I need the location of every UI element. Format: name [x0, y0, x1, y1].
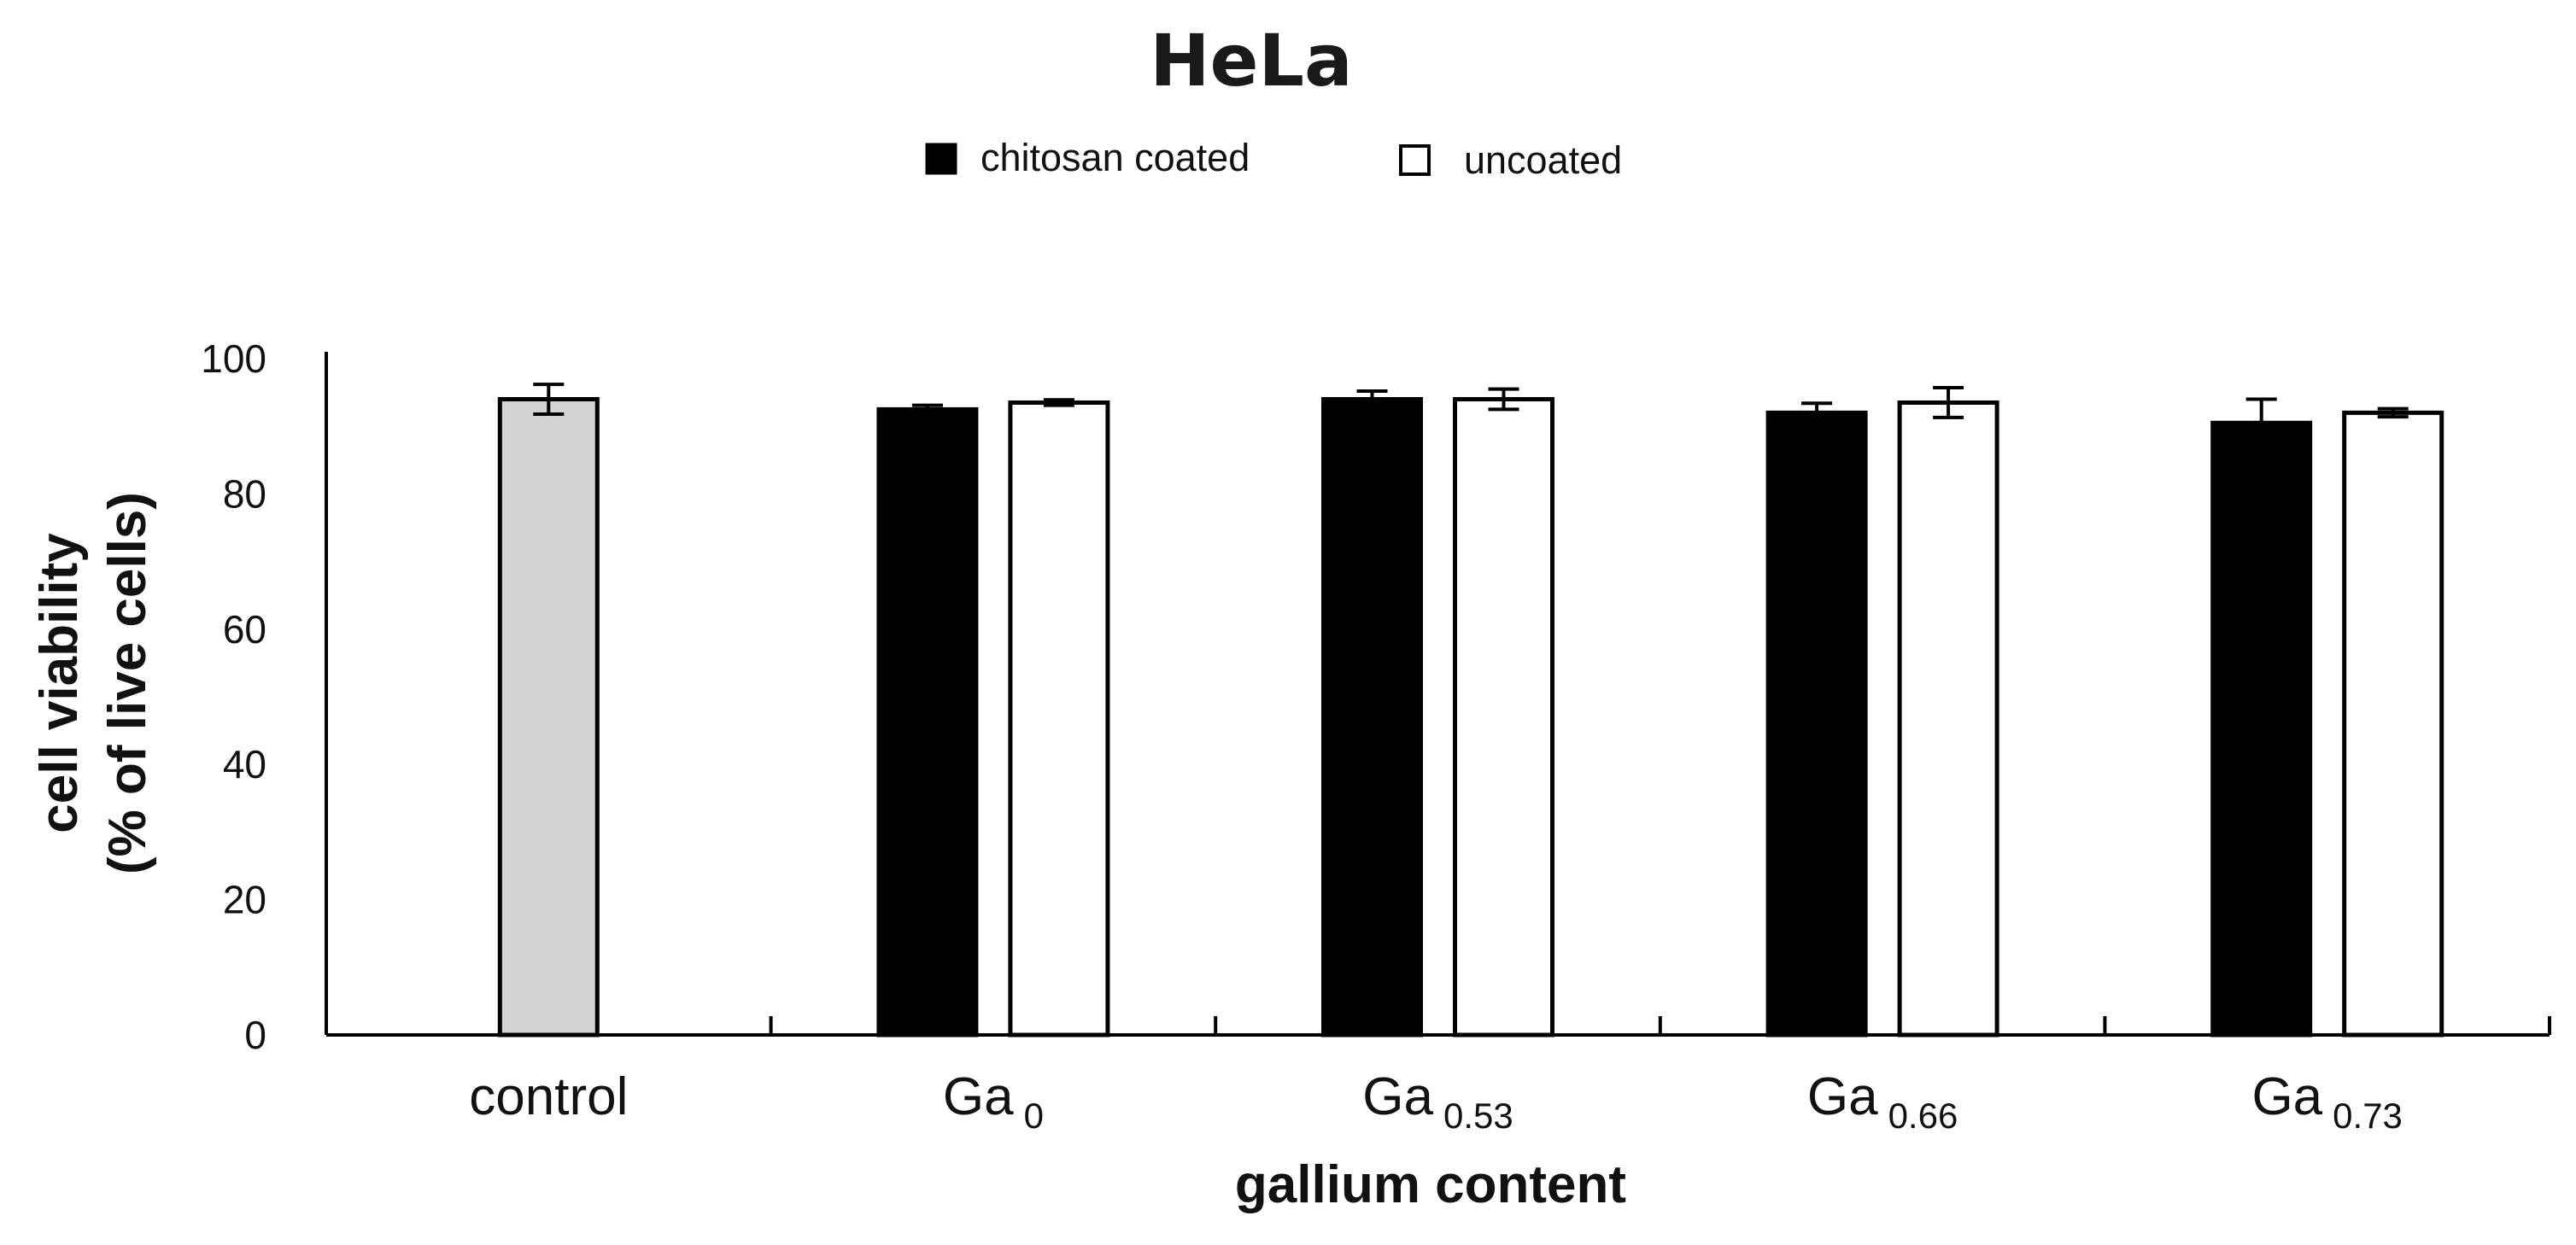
bar-chitosan-coated [1321, 397, 1423, 1038]
bar-uncoated [1897, 400, 1999, 1038]
bar-uncoated [1453, 397, 1554, 1038]
y-tick-label: 20 [223, 878, 266, 922]
y-tick-label: 40 [223, 742, 266, 786]
x-axis-title: gallium content [1235, 1155, 1626, 1214]
x-tick-label: Ga 0 [943, 1067, 1044, 1136]
bar-control [497, 397, 600, 1038]
bar-chitosan-coated [2210, 420, 2313, 1038]
legend-swatch-uncoated [1399, 144, 1431, 176]
plot-area: 0 20 40 60 80 100 control Ga 0 Ga 0.53 Ga 0.66 Ga 0.73 [201, 336, 2551, 1136]
y-tick-label: 100 [201, 336, 266, 381]
y-tick-label: 80 [223, 471, 266, 516]
y-tick-label: 60 [223, 607, 266, 652]
y-axis-title-line2: (% of live cells) [98, 492, 157, 874]
bar-chitosan-coated [1765, 410, 1868, 1038]
x-tick-label: Ga 0.73 [2251, 1067, 2402, 1136]
y-axis-title-line1: cell viability [30, 533, 89, 833]
x-tick-label: Ga 0.53 [1362, 1067, 1513, 1136]
x-tick-label: control [469, 1067, 628, 1126]
legend-label-chitosan-coated: chitosan coated [981, 136, 1250, 179]
y-axis-title: cell viability (% of live cells) [30, 492, 157, 874]
bar-chitosan-coated [876, 406, 979, 1038]
legend-label-uncoated: uncoated [1464, 138, 1622, 182]
x-tick-label: Ga 0.66 [1807, 1067, 1958, 1136]
y-tick-label: 0 [244, 1013, 266, 1057]
legend-swatch-chitosan-coated [925, 143, 957, 175]
chart-title: HeLa [1150, 19, 1352, 102]
bar-uncoated [1008, 400, 1110, 1038]
legend: chitosan coated uncoated [925, 136, 1622, 182]
bar-uncoated [2342, 410, 2444, 1038]
